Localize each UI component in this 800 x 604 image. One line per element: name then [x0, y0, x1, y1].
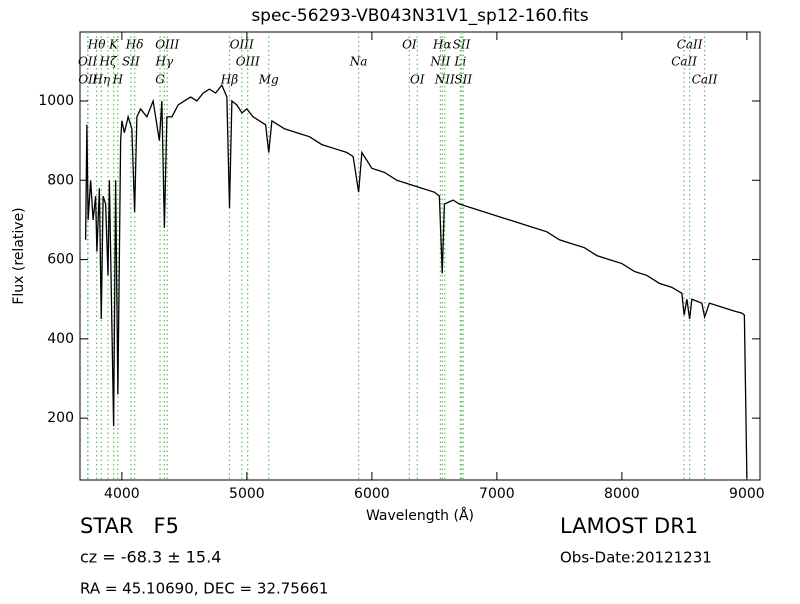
y-tick-label: 600 [47, 252, 74, 268]
redshift: cz = -68.3 ± 15.4 [80, 548, 221, 567]
spectral-line-label: Hδ [125, 38, 144, 52]
x-tick-label: 7000 [479, 486, 515, 502]
spectral-line-label: SII [453, 38, 471, 52]
coordinates: RA = 45.10690, DEC = 32.75661 [80, 580, 328, 598]
y-tick-label: 800 [47, 172, 74, 188]
spectral-line-label: OI [410, 73, 425, 87]
y-axis-label: Flux (relative) [11, 207, 27, 304]
spectral-line-label: SII [454, 73, 472, 87]
spectral-line-label: Hα [432, 38, 452, 52]
y-tick-label: 1000 [38, 93, 74, 109]
spectral-line-label: NII [434, 73, 455, 87]
spectral-line-label: Li [453, 55, 466, 69]
spectral-line-label: G [155, 73, 165, 87]
spectral-line-label: Hη [91, 73, 110, 87]
star-class: STAR F5 [80, 514, 179, 538]
spectral-line-label: Hγ [155, 55, 174, 69]
spectral-line-label: OIII [155, 38, 179, 52]
spectral-line-label: Hθ [87, 38, 106, 52]
spectral-line-label: Mg [258, 73, 279, 87]
chart-title: spec-56293-VB043N31V1_sp12-160.fits [251, 6, 588, 26]
x-axis-label: Wavelength (Å) [366, 507, 474, 524]
spectral-line-label: SII [122, 55, 140, 69]
y-tick-label: 400 [47, 331, 74, 347]
spectral-line-label: CaII [677, 38, 703, 52]
x-tick-label: 6000 [354, 486, 390, 502]
spectral-line-label: CaII [671, 55, 697, 69]
survey: LAMOST DR1 [560, 514, 698, 538]
spectral-line-label: OI [402, 38, 417, 52]
obs-date: Obs-Date:20121231 [560, 549, 712, 567]
plot-frame [79, 31, 761, 481]
spectral-line-label: OIII [236, 55, 260, 69]
spectral-line-label: OIII [230, 38, 254, 52]
y-tick-label: 200 [47, 410, 74, 426]
spectrum-line [84, 83, 748, 478]
x-tick-label: 4000 [104, 486, 140, 502]
x-tick-label: 9000 [729, 486, 765, 502]
spectral-line-label: K [108, 38, 119, 52]
spectral-line-label: NII [429, 55, 450, 69]
spectral-line-label: OII [78, 73, 98, 87]
spectral-line-label: H [112, 73, 124, 87]
spectral-line-label: Hζ [99, 55, 118, 69]
spectral-line-label: Hβ [220, 73, 238, 87]
spectral-line-label: CaII [692, 73, 718, 87]
x-tick-label: 5000 [229, 486, 265, 502]
x-tick-label: 8000 [604, 486, 640, 502]
spectral-line-label: OII [78, 55, 98, 69]
spectral-line-label: Na [349, 55, 368, 69]
